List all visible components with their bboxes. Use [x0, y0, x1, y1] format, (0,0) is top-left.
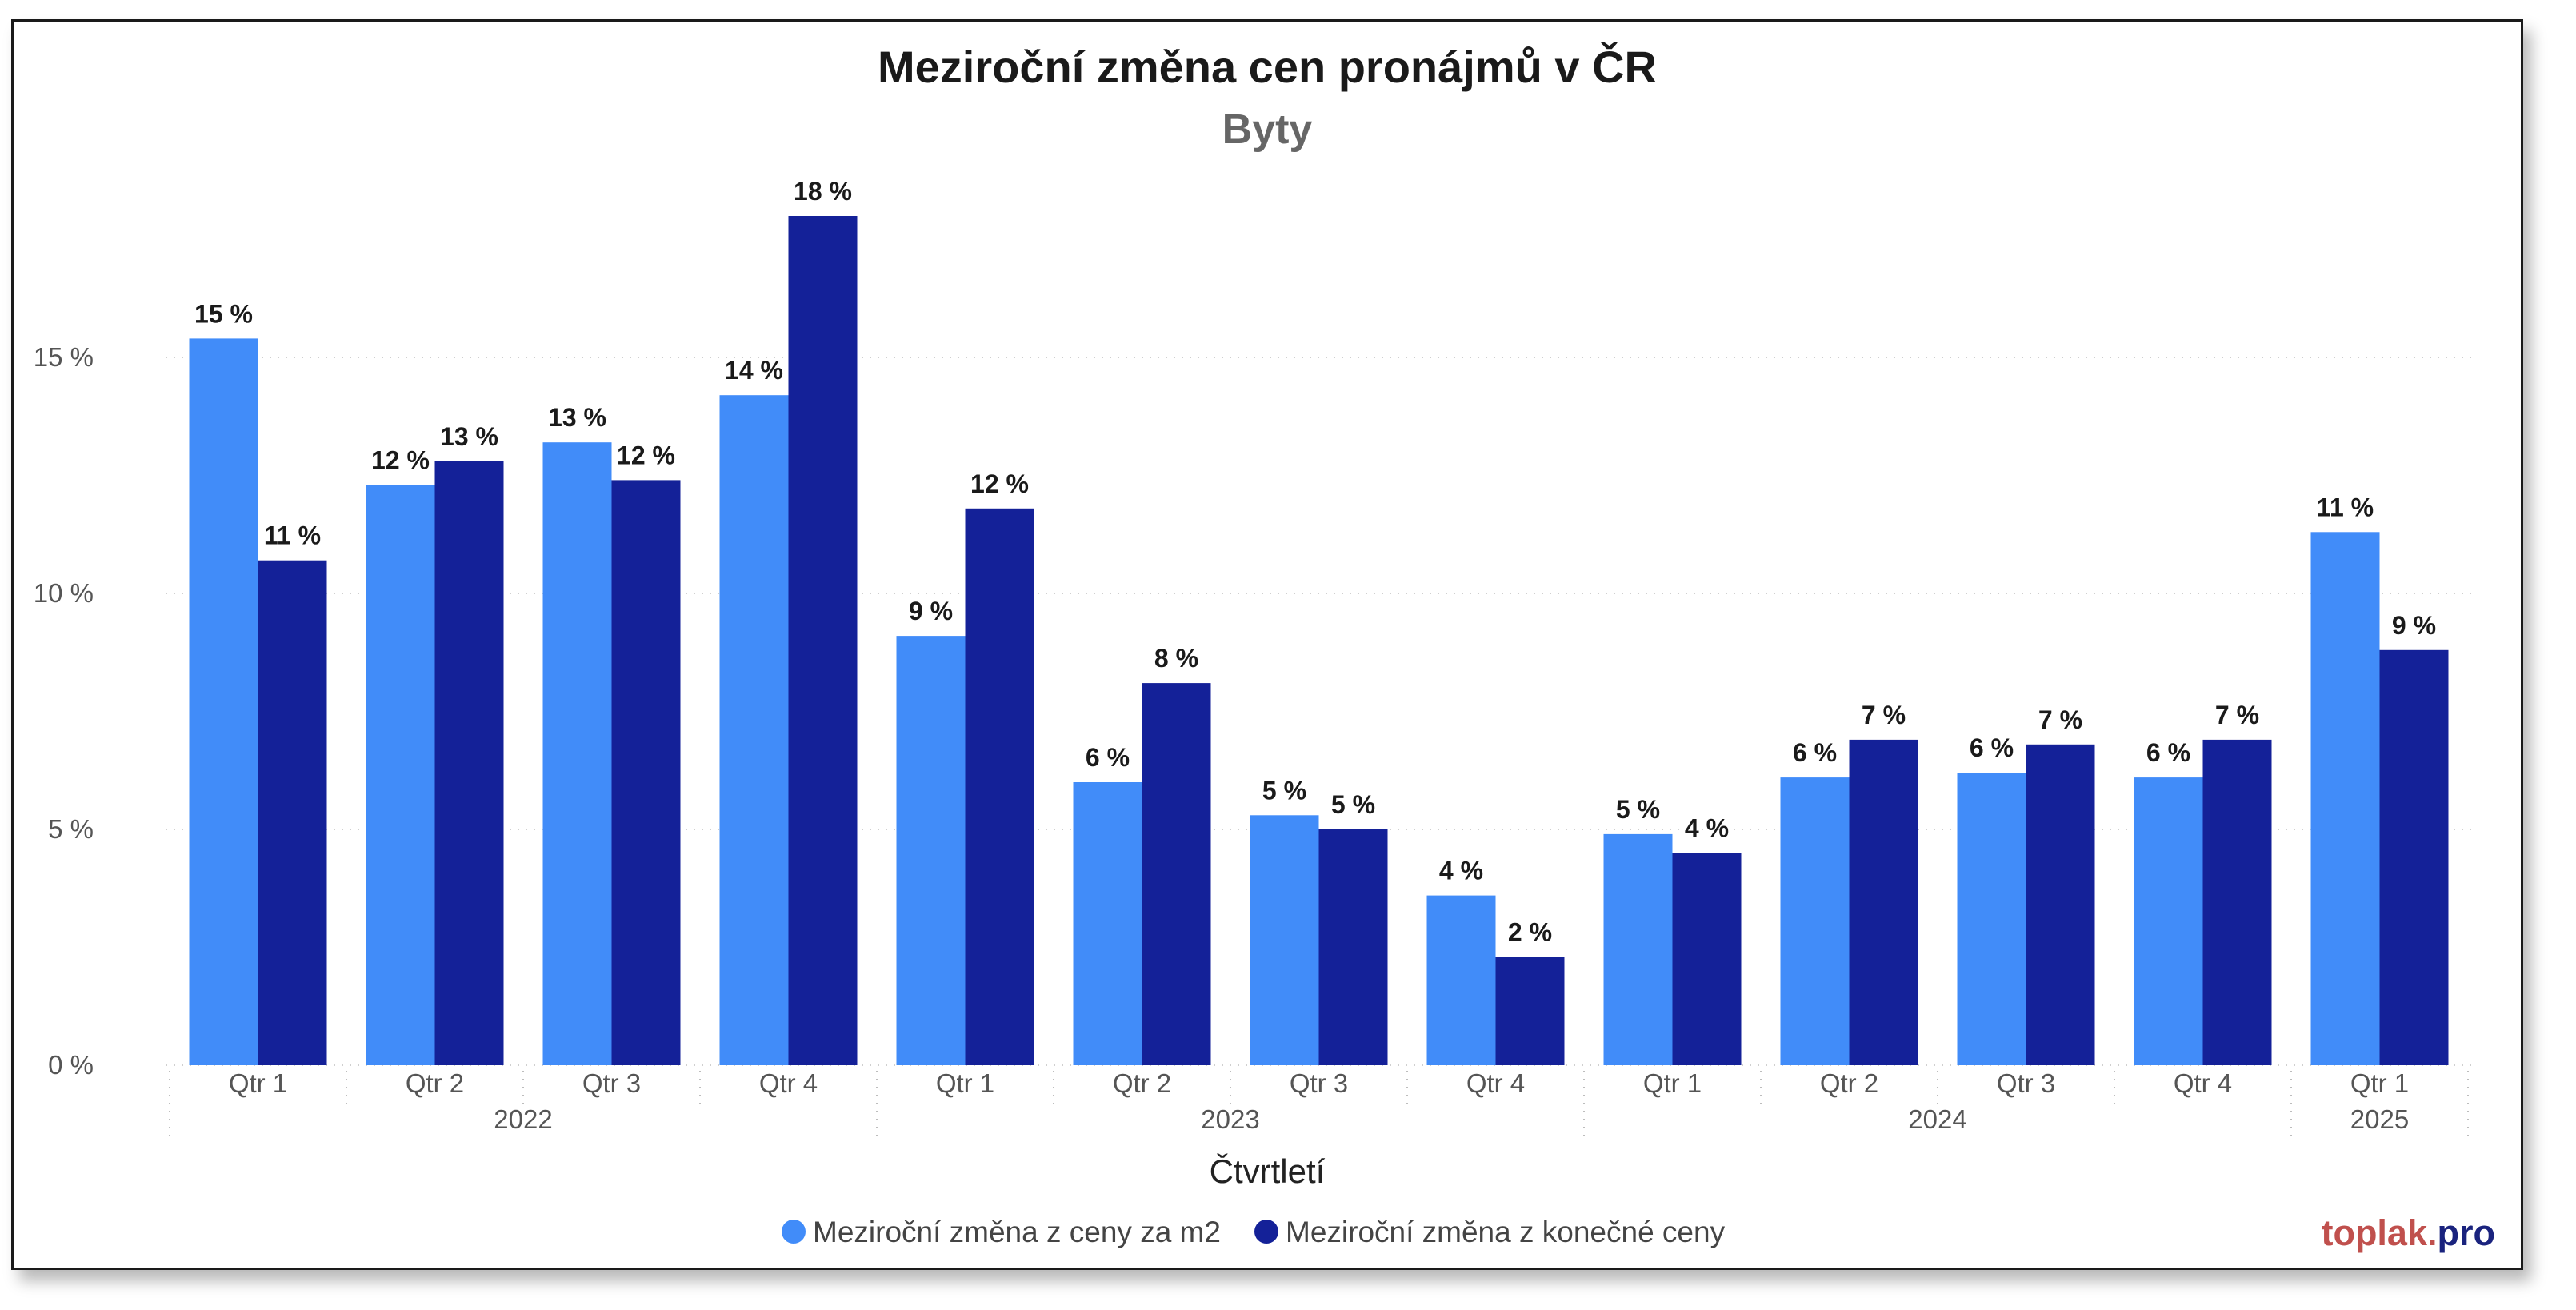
data-label: 11 %: [264, 521, 321, 550]
data-label: 11 %: [2317, 493, 2374, 521]
bar-final-price[interactable]: [434, 461, 504, 1065]
bar-final-price[interactable]: [965, 508, 1034, 1065]
x-year-label: 2025: [2350, 1104, 2409, 1134]
bar-price-per-m2[interactable]: [2134, 777, 2203, 1065]
data-label: 14 %: [725, 356, 783, 385]
bar-final-price[interactable]: [258, 560, 327, 1065]
bar-price-per-m2[interactable]: [719, 395, 789, 1065]
brand-logo-part2: pro: [2438, 1212, 2496, 1253]
legend-marker-price-per-m2: [782, 1220, 806, 1244]
data-label: 13 %: [440, 422, 498, 451]
x-tick-label: Qtr 4: [759, 1068, 818, 1098]
legend-item-price-per-m2[interactable]: Meziroční změna z ceny za m2: [782, 1216, 1221, 1248]
chart-title: Meziroční změna cen pronájmů v ČR: [878, 42, 1657, 92]
x-axis: Qtr 1 Qtr 2 Qtr 3 Qtr 4 2022 Qtr 1 Qtr 2 Qtr 3 Q…: [169, 1068, 2469, 1141]
x-tick-label: Qtr 1: [1643, 1068, 1702, 1098]
bars: 15 % 11 % 12 % 13 % 13 % 12 % 14 % 18 % 9 % 12 % 6…: [189, 177, 2449, 1066]
data-label: 7 %: [1862, 701, 1906, 729]
x-tick-label: Qtr 1: [2350, 1068, 2409, 1098]
bar-final-price[interactable]: [1495, 957, 1565, 1065]
bar-price-per-m2[interactable]: [1426, 895, 1496, 1065]
x-year-label: 2024: [1908, 1104, 1966, 1134]
y-tick-label: 5 %: [48, 814, 94, 844]
legend-marker-final-price: [1254, 1220, 1278, 1244]
data-label: 2 %: [1508, 917, 1552, 946]
x-tick-label: Qtr 1: [936, 1068, 994, 1098]
x-tick-label: Qtr 3: [1290, 1068, 1348, 1098]
y-tick-label: 15 %: [34, 342, 94, 372]
data-label: 7 %: [2038, 705, 2082, 734]
y-tick-label: 10 %: [34, 578, 94, 608]
x-tick-label: Qtr 3: [1997, 1068, 2055, 1098]
data-label: 12 %: [970, 469, 1029, 498]
legend: Meziroční změna z ceny za m2 Meziroční z…: [782, 1216, 1726, 1248]
bar-final-price[interactable]: [2379, 649, 2449, 1065]
data-label: 6 %: [1970, 733, 2014, 762]
x-tick-label: Qtr 4: [1466, 1068, 1525, 1098]
x-year-label: 2023: [1201, 1104, 1259, 1134]
y-axis: 0 % 5 % 10 % 15 %: [34, 342, 94, 1080]
brand-logo: toplak.pro: [2321, 1212, 2495, 1253]
data-label: 15 %: [194, 299, 253, 328]
x-tick-label: Qtr 2: [1113, 1068, 1171, 1098]
data-label: 4 %: [1439, 857, 1483, 885]
chart-subtitle: Byty: [1222, 106, 1313, 153]
bar-price-per-m2[interactable]: [1957, 773, 2026, 1065]
data-label: 13 %: [548, 403, 606, 432]
bar-final-price[interactable]: [1142, 683, 1211, 1065]
data-label: 5 %: [1262, 776, 1306, 805]
x-year-label: 2022: [494, 1104, 552, 1134]
bar-price-per-m2[interactable]: [1073, 782, 1142, 1065]
bar-final-price[interactable]: [2202, 739, 2272, 1065]
data-label: 9 %: [909, 597, 953, 625]
data-label: 6 %: [1793, 738, 1837, 767]
bar-price-per-m2[interactable]: [366, 485, 435, 1065]
x-tick-label: Qtr 4: [2174, 1068, 2232, 1098]
data-label: 8 %: [1154, 644, 1198, 673]
data-label: 6 %: [1086, 743, 1130, 772]
chart-svg: Meziroční změna cen pronájmů v ČR Byty 0…: [34, 42, 2495, 1253]
data-label: 12 %: [617, 441, 675, 469]
data-label: 4 %: [1685, 814, 1729, 843]
brand-logo-part1: toplak.: [2321, 1212, 2437, 1253]
bar-price-per-m2[interactable]: [2310, 532, 2380, 1065]
bar-final-price[interactable]: [1849, 739, 1918, 1065]
data-label: 9 %: [2392, 611, 2436, 640]
bar-price-per-m2[interactable]: [542, 442, 612, 1065]
x-tick-label: Qtr 3: [582, 1068, 641, 1098]
bar-price-per-m2[interactable]: [189, 338, 258, 1065]
data-label: 6 %: [2146, 738, 2190, 767]
bar-final-price[interactable]: [2026, 744, 2095, 1065]
data-label: 12 %: [371, 445, 430, 474]
bar-price-per-m2[interactable]: [1250, 815, 1319, 1065]
legend-item-final-price[interactable]: Meziroční změna z konečné ceny: [1254, 1216, 1726, 1248]
bar-final-price[interactable]: [611, 480, 681, 1065]
y-tick-label: 0 %: [48, 1050, 94, 1080]
legend-label-price-per-m2: Meziroční změna z ceny za m2: [813, 1216, 1221, 1248]
data-label: 5 %: [1616, 795, 1660, 824]
bar-price-per-m2[interactable]: [1603, 833, 1673, 1065]
data-label: 7 %: [2215, 701, 2259, 729]
legend-label-final-price: Meziroční změna z konečné ceny: [1286, 1216, 1726, 1248]
bar-final-price[interactable]: [1672, 853, 1742, 1066]
bar-price-per-m2[interactable]: [1780, 777, 1850, 1065]
bar-price-per-m2[interactable]: [896, 636, 966, 1065]
x-axis-title: Čtvrtletí: [1210, 1152, 1326, 1190]
x-tick-label: Qtr 1: [229, 1068, 287, 1098]
x-tick-label: Qtr 2: [1820, 1068, 1878, 1098]
bar-final-price[interactable]: [788, 216, 858, 1065]
data-label: 18 %: [794, 177, 852, 206]
chart-frame: Meziroční změna cen pronájmů v ČR Byty 0…: [11, 19, 2523, 1270]
data-label: 5 %: [1331, 790, 1375, 819]
x-tick-label: Qtr 2: [406, 1068, 464, 1098]
bar-final-price[interactable]: [1318, 829, 1388, 1065]
